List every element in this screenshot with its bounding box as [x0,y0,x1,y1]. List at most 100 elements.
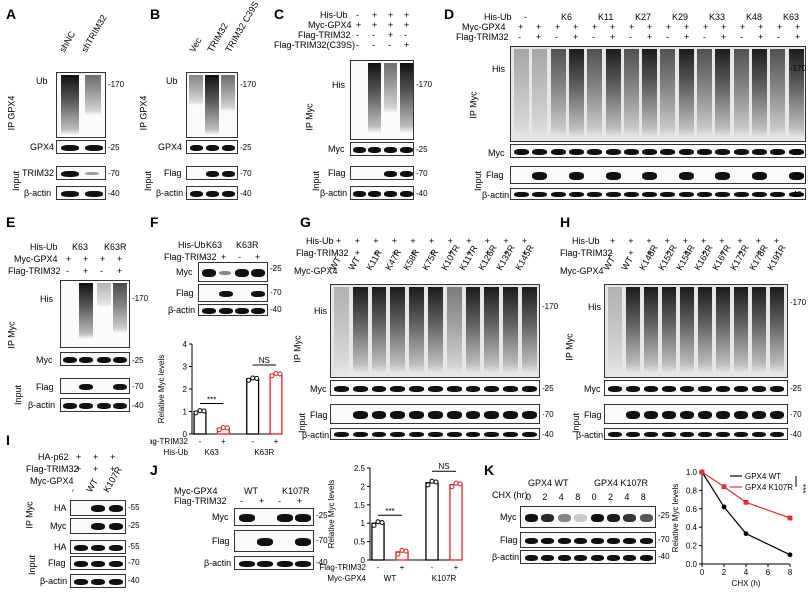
x-row-label: Flag-TRIM32 [150,437,189,446]
x-group-label: WT [384,574,397,583]
mw-marker: -40 [132,401,144,410]
sign-mark: + [466,236,472,246]
lane-label: K75R [420,247,441,272]
sign-mark: + [684,32,690,42]
mw-marker: -70 [240,169,252,178]
bar [246,378,260,435]
condition-label: Myc-GPX4 [30,476,74,486]
condition-label: His-Ub [30,242,58,252]
condition-label: His-Ub [572,236,600,246]
time-label: 4 [558,492,564,502]
sign-mark: + [404,40,410,50]
blot-myc [350,142,414,156]
blot-flag [70,556,126,570]
data-point [743,499,749,505]
smear [390,287,406,373]
mw-marker: -40 [658,552,670,561]
blot-label: β-actin [28,400,56,410]
smear [698,287,712,373]
sig-label: *** [207,396,216,405]
band [770,432,784,437]
y-tick-label: 2 [361,482,366,491]
sign-mark: - [703,32,706,42]
smear [642,49,658,137]
band [574,538,588,544]
band [503,386,518,392]
group-label: K63 [783,12,800,22]
condition-label: His-Ub [178,240,206,250]
blot-label: β-actin [320,188,348,198]
sign-mark: + [573,32,579,42]
band [541,514,555,522]
condition-label: Myc-GPX4 [308,20,352,30]
blot-label: Myc [212,512,229,522]
data-point [246,377,252,383]
band [752,411,766,419]
band [428,386,443,392]
blot-label: His [588,302,601,312]
x-row-label: His-Ub [164,448,189,457]
blot-label: Flag [164,168,182,178]
sign-mark: - [100,266,103,276]
blot-label: Flag [212,536,230,546]
mw-marker: -40 [542,430,554,439]
mw-marker: -40 [790,430,802,439]
mw-marker: -170 [790,298,807,307]
y-tick-label: 4 [183,340,188,349]
band [623,192,639,197]
band [751,172,767,180]
data-point [787,515,793,521]
x-tick-label: + [400,563,405,572]
smear [550,49,566,137]
band [607,538,620,544]
sign-mark: + [297,496,303,506]
sign-mark: + [758,32,764,42]
sign-mark: + [721,22,727,32]
mw-marker: -25 [108,143,120,152]
blot-label: Flag [310,410,328,420]
sign-mark: + [646,236,652,246]
blot-ub [186,72,238,138]
blot-flag [350,166,414,180]
group-label: K107R [282,486,310,496]
condition-label: His-Ub [484,12,512,22]
mw-marker: -25 [790,148,802,157]
blot-actin [60,398,130,412]
blot-label: β-actin [168,305,196,315]
mw-marker: -70 [132,382,144,391]
sign-mark: - [356,30,359,40]
band [607,555,620,561]
sign-mark: + [522,248,528,258]
group-label: K29 [672,12,689,22]
sign-mark: + [647,22,653,32]
chart-f: 0 1 2 3 4 Relative Myc levels - + - + Flag-TRIM32 H… [150,340,283,457]
x-tick-label: 2 [722,568,727,577]
sign-mark: + [646,248,652,258]
sign-mark: - [356,10,359,20]
band [770,149,786,155]
input-label: Input [143,170,154,192]
band [623,538,637,544]
condition-label: Flag-TRIM32 [8,266,61,276]
band [788,149,804,155]
data-point [269,373,275,379]
smear [409,287,424,373]
y-axis-label: Relative Myc levels [157,355,166,423]
blot-flag [520,532,656,548]
panel-letter-i: I [6,432,10,448]
band [446,432,462,437]
sign-mark: - [629,32,632,42]
condition-label: Myc-GPX4 [14,254,58,264]
band [680,386,694,392]
smear [587,49,603,137]
condition-label: His-Ub [320,10,348,20]
data-point [429,478,435,484]
condition-label: CHX (hr) [492,490,528,500]
blot-myc [70,518,126,534]
blot-label: Myc [50,521,67,531]
mw-marker: -55 [128,542,140,551]
condition-label: Myc-GPX4 [560,266,604,276]
band [352,386,368,392]
sign-mark: - [66,266,69,276]
sign-mark: + [372,20,378,30]
